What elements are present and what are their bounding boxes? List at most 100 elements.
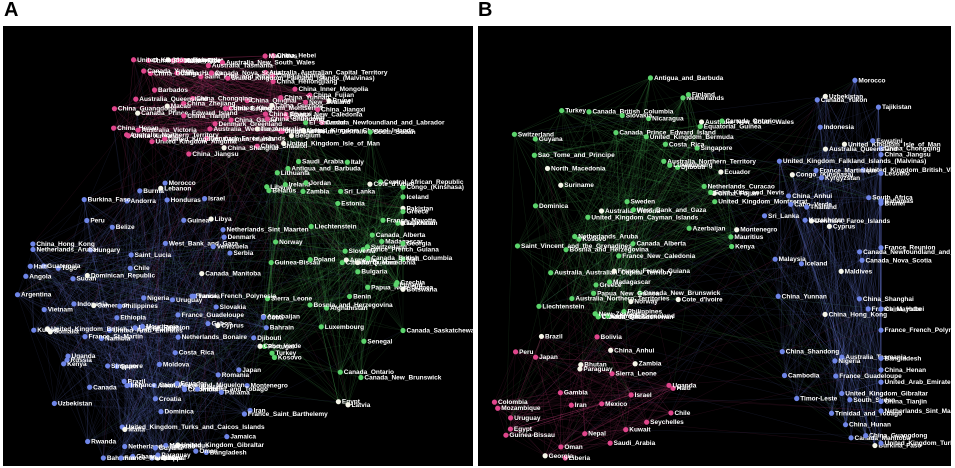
- network-edge: [593, 115, 623, 294]
- network-edge: [779, 161, 882, 402]
- network-edge: [580, 364, 613, 374]
- network-edge: [310, 208, 404, 260]
- network-edge: [834, 173, 882, 361]
- node-label: Philippines: [627, 309, 662, 316]
- network-edge: [285, 184, 404, 209]
- network-edge: [790, 173, 882, 205]
- network-edge: [164, 103, 184, 140]
- network-edge: [625, 388, 674, 430]
- network-edge: [535, 205, 737, 230]
- node-label: Bangladesh: [885, 355, 922, 362]
- network-node: [400, 240, 406, 247]
- node-label: North_Macedonia: [361, 260, 416, 267]
- network-edge: [206, 131, 281, 139]
- network-edge: [607, 161, 664, 316]
- network-edge: [580, 96, 826, 365]
- network-edge: [291, 135, 341, 192]
- network-edge: [221, 97, 281, 393]
- network-edge: [209, 113, 266, 130]
- node-label: Bolivia: [161, 455, 183, 462]
- network-edge: [560, 120, 723, 186]
- network-edge: [17, 100, 330, 295]
- network-edge: [623, 171, 722, 312]
- network-node: [149, 455, 155, 461]
- network-edge: [285, 184, 311, 260]
- network-edge: [804, 220, 843, 358]
- network-edge: [83, 199, 178, 384]
- network-edge: [47, 299, 173, 330]
- network-edge: [63, 296, 195, 365]
- network-edge: [825, 314, 882, 331]
- network-edge: [397, 187, 404, 224]
- network-edge: [90, 249, 132, 386]
- network-edge: [541, 336, 561, 393]
- node-label: Australia_Northern_Territories: [575, 296, 670, 303]
- network-edge: [632, 243, 641, 294]
- network-edge: [214, 107, 230, 124]
- network-edge: [182, 60, 281, 98]
- network-edge: [87, 346, 261, 442]
- network-node: [345, 402, 351, 408]
- network-edge: [790, 204, 876, 446]
- network-edge: [206, 65, 209, 139]
- network-edge: [801, 80, 856, 264]
- network-edge: [43, 265, 104, 459]
- network-edge: [535, 138, 679, 300]
- network-edge: [578, 239, 599, 317]
- network-edge: [571, 368, 581, 406]
- network-edge: [782, 260, 863, 352]
- network-edge: [154, 346, 261, 386]
- network-node: [194, 386, 200, 392]
- network-edge: [54, 323, 209, 404]
- network-edge: [183, 115, 268, 119]
- network-edge: [17, 294, 156, 449]
- network-edge: [272, 75, 404, 198]
- network-node: [123, 132, 130, 138]
- network-edge: [571, 201, 628, 299]
- network-edge: [593, 77, 651, 294]
- network-edge: [177, 314, 341, 373]
- network-edge: [854, 80, 882, 248]
- network-edge: [804, 220, 860, 299]
- network-edge: [266, 186, 362, 378]
- node-label: Uganda: [72, 353, 96, 360]
- network-edge: [510, 417, 546, 456]
- network-edge: [630, 209, 634, 302]
- network-edge: [580, 209, 634, 365]
- network-edge: [291, 135, 369, 259]
- network-edge: [32, 249, 166, 446]
- network-edge: [93, 305, 251, 411]
- network-edge: [275, 211, 404, 243]
- network-edge: [124, 429, 196, 452]
- network-node: [174, 380, 180, 387]
- network-edge: [714, 201, 737, 230]
- network-edge: [176, 72, 184, 116]
- network-edge: [30, 246, 214, 267]
- network-node: [593, 282, 599, 288]
- network-edge: [598, 255, 619, 317]
- node-label: Jordan: [309, 180, 331, 187]
- network-edge: [165, 243, 245, 415]
- network-edge: [109, 75, 273, 331]
- network-edge: [688, 94, 690, 229]
- network-edge: [263, 316, 349, 405]
- network-edge: [701, 121, 732, 237]
- node-label: Djibouti: [257, 335, 281, 342]
- network-edge: [43, 265, 48, 329]
- network-edge: [865, 148, 882, 436]
- network-edge: [188, 94, 310, 155]
- network-edge: [47, 328, 153, 459]
- network-edge: [150, 73, 304, 131]
- network-edge: [494, 364, 581, 403]
- node-label: Poland: [314, 257, 336, 264]
- network-edge: [200, 76, 207, 139]
- network-edge: [369, 184, 404, 290]
- network-edge: [63, 363, 133, 457]
- network-edge: [817, 99, 882, 331]
- network-edge: [321, 287, 368, 327]
- node-label: Trinidad_and_Tobago: [835, 410, 902, 417]
- network-edge: [139, 190, 267, 328]
- network-edge: [126, 60, 174, 135]
- node-label: Peru: [519, 349, 533, 356]
- network-edge: [165, 383, 178, 446]
